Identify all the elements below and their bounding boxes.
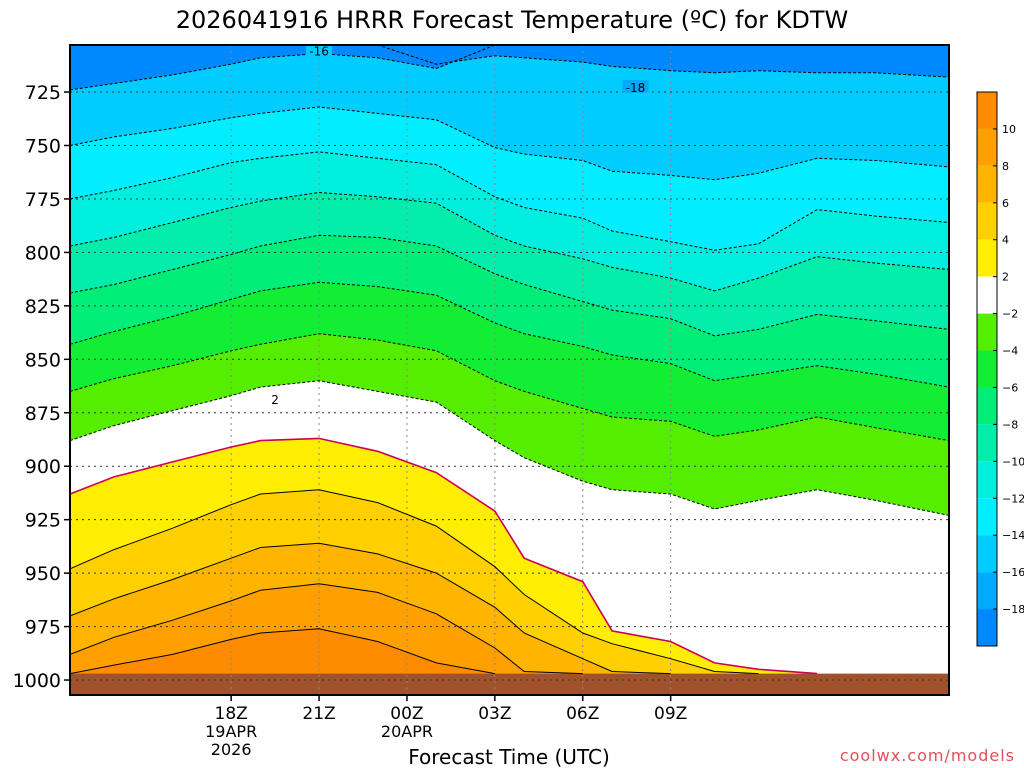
x-tick-sublabel: 19APR (205, 722, 257, 741)
x-axis-label: Forecast Time (UTC) (408, 745, 610, 768)
y-tick-label: 825 (25, 296, 61, 318)
x-tick-label: 18Z (215, 704, 248, 724)
colorbar-label: −10 (1002, 455, 1024, 468)
contour-lines-group: -16 -18 2 (70, 44, 949, 675)
x-tick-label: 03Z (478, 704, 511, 724)
contour-line (70, 380, 949, 516)
colorbar-swatch (977, 350, 997, 388)
colorbar-label: −18 (1002, 603, 1024, 616)
y-tick-label: 1000 (13, 670, 61, 692)
colorbar-label: 10 (1002, 123, 1016, 136)
contour-line (70, 583, 583, 675)
y-tick-label: 975 (25, 617, 61, 639)
y-tick-label: 950 (25, 563, 61, 585)
contour-line (70, 151, 949, 251)
contour-line (70, 333, 949, 442)
colorbar-label: −4 (1002, 345, 1018, 358)
x-tick-label: 21Z (302, 704, 335, 724)
colorbar-swatch (977, 276, 997, 314)
contour-line (70, 234, 949, 337)
chart-title: 2026041916 HRRR Forecast Temperature (ºC… (176, 6, 849, 34)
colorbar-swatch (977, 424, 997, 462)
colorbar-swatch (977, 165, 997, 203)
contour-line (70, 542, 671, 675)
colorbar-label: 2 (1002, 271, 1009, 284)
colorbar-label: −14 (1002, 529, 1024, 542)
credit-text: coolwx.com/models (840, 746, 1015, 765)
x-tick-sublabel: 2026 (211, 740, 252, 759)
y-tick-label: 875 (25, 403, 61, 425)
contour-label-bg (306, 45, 333, 57)
colorbar-label: 6 (1002, 197, 1009, 210)
contour-label: -16 (309, 44, 329, 58)
contour-line (70, 106, 949, 181)
colorbar-label: −12 (1002, 492, 1024, 505)
contour-label-bg (262, 391, 289, 405)
colorbar-frame (976, 91, 998, 647)
contour-line (70, 191, 949, 292)
contour-line (70, 281, 949, 388)
colorbar-swatch (977, 239, 997, 277)
y-tick-label: 800 (25, 242, 61, 264)
colorbar-label: −16 (1002, 566, 1024, 579)
colorbar-swatch (977, 609, 997, 646)
colorbar-swatch (977, 461, 997, 499)
y-tick-label: 750 (25, 135, 61, 157)
colorbar-swatch (977, 572, 997, 610)
colorbar-swatch (977, 202, 997, 240)
x-tick-label: 06Z (566, 704, 599, 724)
x-tick-label: 09Z (654, 704, 687, 724)
colorbar-swatch (977, 535, 997, 573)
colorbar-swatch (977, 128, 997, 166)
contour-line (377, 45, 949, 78)
y-tick-label: 725 (25, 82, 61, 104)
contour-line (70, 489, 759, 675)
band-fill (377, 45, 949, 78)
contour-line (70, 437, 818, 675)
x-tick-label: 00Z (390, 704, 423, 724)
grid-group (70, 45, 949, 695)
x-tick-sublabel: 20APR (381, 722, 433, 741)
colorbar-swatch (977, 313, 997, 351)
colorbar-label: 4 (1002, 234, 1009, 247)
y-tick-label: 925 (25, 510, 61, 532)
y-tick-label: 850 (25, 349, 61, 371)
colorbar-label: −6 (1002, 381, 1018, 394)
colorbar-label: −2 (1002, 308, 1018, 321)
plot-frame (69, 44, 950, 696)
contour-label-bg (622, 79, 649, 93)
terrain-fill (70, 673, 949, 695)
y-tick-label: 900 (25, 456, 61, 478)
colorbar-swatch (977, 498, 997, 536)
contour-line (70, 628, 495, 675)
y-tick-label: 775 (25, 189, 61, 211)
colorbar-swatch (977, 92, 997, 129)
contour-fill-group (70, 45, 949, 695)
colorbar-label: −8 (1002, 418, 1018, 431)
contour-label: -18 (626, 81, 646, 95)
contour-label: 2 (271, 393, 279, 407)
colorbar-label: 8 (1002, 160, 1009, 173)
colorbar-swatch (977, 387, 997, 425)
